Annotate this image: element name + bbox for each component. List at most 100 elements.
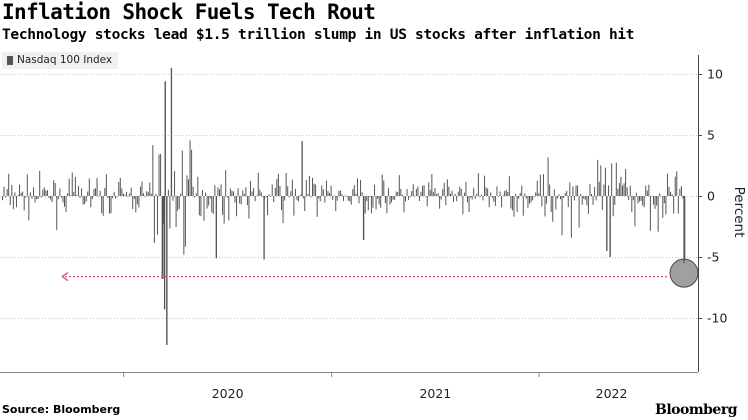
bar <box>429 189 431 196</box>
bar <box>470 196 472 198</box>
bar <box>312 177 313 196</box>
bar <box>116 196 118 197</box>
bar <box>121 188 123 196</box>
bar <box>46 190 48 196</box>
bar <box>423 185 425 196</box>
bar <box>310 196 312 198</box>
bar <box>274 187 276 196</box>
bar <box>378 196 380 205</box>
bar <box>412 184 414 196</box>
bar <box>239 196 241 204</box>
bar <box>344 195 346 196</box>
bar <box>37 196 39 199</box>
bar <box>446 179 448 196</box>
bar <box>341 194 343 196</box>
bar <box>642 196 644 206</box>
bar <box>493 196 495 202</box>
bar <box>15 196 17 208</box>
bar-layer <box>2 67 686 345</box>
bar <box>418 196 420 201</box>
bar <box>635 192 637 196</box>
bar <box>572 186 574 196</box>
bar <box>42 189 44 196</box>
bar <box>668 186 670 196</box>
bar <box>57 196 59 200</box>
bar <box>504 190 506 196</box>
bar <box>451 190 453 196</box>
bar <box>307 194 309 196</box>
bar <box>88 178 90 196</box>
bar <box>110 196 112 214</box>
bar <box>250 181 251 196</box>
bar <box>460 188 462 196</box>
bar <box>380 196 382 208</box>
bar <box>468 196 470 213</box>
bar <box>648 184 650 196</box>
bar <box>31 196 33 199</box>
bar <box>364 196 366 214</box>
x-tick-label: 2020 <box>212 386 244 401</box>
bar <box>288 196 290 198</box>
bar <box>343 196 344 201</box>
bar <box>583 196 585 199</box>
bar-notable <box>609 196 611 257</box>
bar <box>459 186 461 196</box>
bar <box>680 186 682 196</box>
bar <box>26 174 28 196</box>
bar <box>550 196 552 213</box>
bar <box>5 196 7 198</box>
bar <box>431 174 433 196</box>
bar <box>214 185 216 196</box>
bar <box>124 194 126 196</box>
bar <box>589 184 591 196</box>
bar <box>674 176 676 196</box>
bar <box>374 184 375 196</box>
bar <box>592 196 594 205</box>
bar <box>453 196 455 202</box>
bar <box>465 182 467 196</box>
bar <box>112 196 114 199</box>
bar <box>99 190 101 196</box>
bar <box>197 176 199 196</box>
bar <box>17 194 19 196</box>
bar <box>546 196 548 204</box>
bar <box>358 196 360 204</box>
bar <box>538 193 540 196</box>
bar <box>201 190 203 196</box>
legend: Nasdaq 100 Index <box>2 52 119 69</box>
bar <box>400 188 402 196</box>
bar <box>198 196 200 216</box>
bar <box>200 196 202 217</box>
bar <box>463 192 465 196</box>
bar <box>387 188 389 196</box>
bar <box>77 185 79 196</box>
bar <box>566 190 568 196</box>
bar <box>273 196 275 203</box>
bar <box>329 193 331 196</box>
bar <box>287 186 289 196</box>
bar <box>130 187 132 196</box>
bar <box>484 175 486 196</box>
bar <box>422 185 424 196</box>
bar <box>152 145 154 196</box>
bar <box>76 195 78 196</box>
bar <box>660 195 662 197</box>
bar <box>220 184 222 196</box>
bar <box>240 196 242 205</box>
bar <box>643 196 645 208</box>
bar <box>682 196 684 199</box>
bar <box>153 196 155 243</box>
bar <box>81 188 83 196</box>
bar <box>279 185 281 196</box>
bar <box>414 195 416 197</box>
bar <box>20 192 22 196</box>
bar <box>321 185 323 196</box>
bar <box>603 184 605 196</box>
bar <box>234 196 236 203</box>
legend-label: Nasdaq 100 Index <box>17 54 113 66</box>
x-tick-label: 2022 <box>596 386 628 401</box>
bar <box>29 192 31 196</box>
bar <box>649 196 651 231</box>
bar <box>673 196 675 214</box>
bar <box>228 196 230 221</box>
